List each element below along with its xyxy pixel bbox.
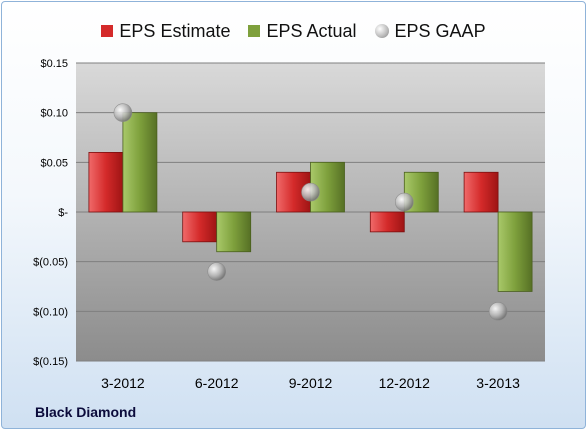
y-tick-label: $0.05: [40, 157, 68, 169]
x-tick-label: 12-2012: [379, 375, 431, 391]
marker-eps-gaap: [488, 302, 508, 321]
bar-eps-estimate: [463, 171, 499, 213]
y-tick-label: $0.10: [40, 108, 68, 120]
legend-swatch-actual: [248, 25, 261, 37]
legend: EPS Estimate EPS Actual EPS GAAP: [2, 18, 585, 44]
legend-swatch-estimate: [101, 25, 114, 37]
bar-eps-actual: [122, 112, 158, 213]
y-tick-label: $-: [58, 207, 68, 219]
company-name: Black Diamond: [35, 404, 137, 420]
bar-eps-actual: [216, 211, 252, 253]
legend-label-gaap: EPS GAAP: [394, 20, 486, 41]
bar-eps-estimate: [182, 211, 218, 243]
legend-item-estimate: EPS Estimate: [101, 21, 230, 42]
bar-eps-estimate: [88, 151, 124, 213]
bar-eps-actual: [497, 211, 533, 292]
bar-eps-estimate: [369, 211, 405, 233]
x-tick-label: 9-2012: [289, 375, 333, 391]
marker-eps-gaap: [394, 192, 414, 212]
legend-item-actual: EPS Actual: [248, 20, 357, 42]
marker-eps-gaap: [207, 262, 226, 281]
legend-label-estimate: EPS Estimate: [119, 20, 231, 41]
y-tick-label: $(0.10): [33, 306, 68, 318]
legend-item-gaap: EPS GAAP: [374, 20, 486, 42]
marker-eps-gaap: [301, 182, 320, 202]
y-tick-label: $(0.15): [33, 356, 68, 368]
x-tick-label: 6-2012: [195, 375, 239, 391]
marker-eps-gaap: [113, 103, 133, 122]
x-tick-label: 3-2012: [101, 375, 145, 391]
y-tick-label: $0.15: [40, 58, 68, 70]
x-tick-label: 3-2013: [476, 375, 520, 391]
legend-marker-gaap: [374, 24, 389, 38]
y-tick-label: $(0.05): [33, 257, 68, 269]
legend-label-actual: EPS Actual: [266, 20, 357, 41]
